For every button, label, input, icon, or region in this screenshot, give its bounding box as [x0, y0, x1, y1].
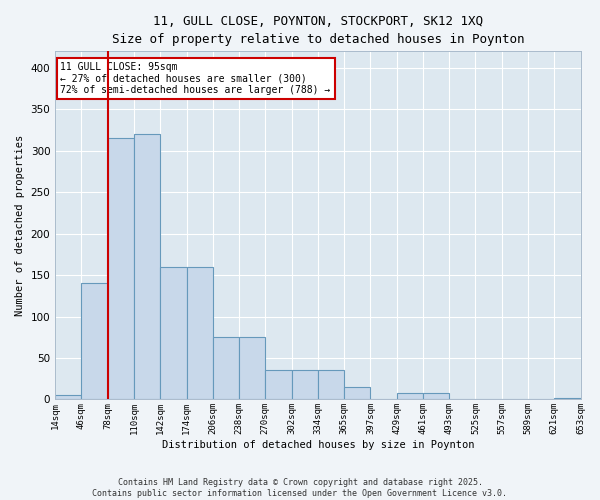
Bar	[82, 284, 108, 400]
Bar	[239, 338, 265, 400]
Bar	[344, 387, 370, 400]
Bar	[318, 370, 344, 400]
Bar	[187, 267, 213, 400]
Bar	[134, 134, 160, 400]
Bar	[55, 396, 82, 400]
Bar	[397, 393, 423, 400]
X-axis label: Distribution of detached houses by size in Poynton: Distribution of detached houses by size …	[161, 440, 474, 450]
Text: 11 GULL CLOSE: 95sqm
← 27% of detached houses are smaller (300)
72% of semi-deta: 11 GULL CLOSE: 95sqm ← 27% of detached h…	[61, 62, 331, 95]
Bar	[265, 370, 292, 400]
Bar	[213, 338, 239, 400]
Bar	[423, 393, 449, 400]
Y-axis label: Number of detached properties: Number of detached properties	[15, 134, 25, 316]
Title: 11, GULL CLOSE, POYNTON, STOCKPORT, SK12 1XQ
Size of property relative to detach: 11, GULL CLOSE, POYNTON, STOCKPORT, SK12…	[112, 15, 524, 46]
Bar	[292, 370, 318, 400]
Bar	[554, 398, 581, 400]
Bar	[160, 267, 187, 400]
Bar	[108, 138, 134, 400]
Text: Contains HM Land Registry data © Crown copyright and database right 2025.
Contai: Contains HM Land Registry data © Crown c…	[92, 478, 508, 498]
